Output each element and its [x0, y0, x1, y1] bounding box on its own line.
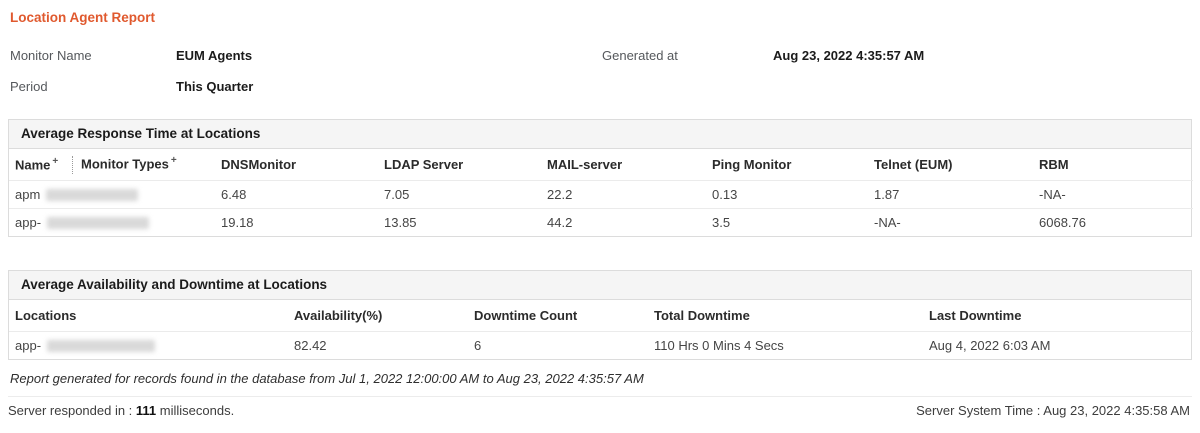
telnet-eum-value: -NA-: [866, 207, 1031, 236]
footer: Server responded in : 111 milliseconds. …: [8, 403, 1190, 418]
column-header-locations: Locations: [15, 307, 77, 323]
response-time-header-row: Name + Monitor Types + DNSMonitor LDAP Ser…: [9, 149, 1193, 180]
mail-server-value: 22.2: [539, 179, 704, 208]
generation-note: Report generated for records found in th…: [10, 371, 644, 386]
dnsmonitor-value: 19.18: [213, 207, 376, 236]
column-header-dnsmonitor: DNSMonitor: [221, 156, 297, 172]
ldap-server-value: 13.85: [376, 207, 539, 236]
table-row: app- 19.18 13.85 44.2 3.5 -NA- 6068.76: [9, 207, 1193, 236]
monitor-name-cell: app-: [9, 207, 213, 236]
response-time-table-card: Average Response Time at Locations Name +…: [8, 119, 1193, 237]
column-header-rbm: RBM: [1039, 156, 1069, 172]
generated-at-label: Generated at: [602, 48, 678, 63]
server-system-time: Server System Time : Aug 23, 2022 4:35:5…: [916, 403, 1190, 418]
meta-row-1: Monitor Name EUM Agents Generated at Aug…: [8, 40, 1192, 71]
table-row: app- 82.42 6 110 Hrs 0 Mins 4 Secs Aug 4…: [9, 330, 1193, 359]
column-header-monitor-types[interactable]: Monitor Types +: [64, 149, 213, 180]
table-row: apm 6.48 7.05 22.2 0.13 1.87 -NA-: [9, 179, 1193, 208]
last-downtime-value: Aug 4, 2022 6:03 AM: [921, 330, 1193, 359]
ping-monitor-value: 0.13: [704, 179, 866, 208]
availability-table-title: Average Availability and Downtime at Loc…: [9, 271, 1191, 300]
column-header-name[interactable]: Name +: [15, 156, 59, 173]
redacted-name: [46, 189, 139, 202]
sort-ascending-icon[interactable]: +: [52, 156, 59, 168]
dnsmonitor-value: 6.48: [213, 179, 376, 208]
downtime-count-value: 6: [466, 330, 646, 359]
period-value: This Quarter: [176, 79, 254, 94]
availability-table: Locations Availability(%) Downtime Count…: [9, 300, 1193, 359]
redacted-name: [47, 217, 150, 230]
column-header-ping-monitor: Ping Monitor: [712, 156, 792, 172]
rbm-value: -NA-: [1031, 179, 1193, 208]
location-name-cell: app-: [9, 330, 286, 359]
page-title: Location Agent Report: [10, 10, 155, 25]
server-responded-text: Server responded in : 111 milliseconds.: [8, 403, 235, 418]
response-time-table: Name + Monitor Types + DNSMonitor LDAP Ser…: [9, 149, 1193, 236]
monitor-name-value: EUM Agents: [176, 48, 253, 63]
meta-row-2: Period This Quarter: [8, 71, 1192, 102]
column-header-availability: Availability(%): [294, 307, 383, 323]
report-meta: Monitor Name EUM Agents Generated at Aug…: [8, 40, 1192, 102]
total-downtime-value: 110 Hrs 0 Mins 4 Secs: [646, 330, 921, 359]
ldap-server-value: 7.05: [376, 179, 539, 208]
response-ms-value: 111: [135, 403, 157, 418]
column-header-telnet-eum: Telnet (EUM): [874, 156, 953, 172]
column-header-last-downtime: Last Downtime: [929, 307, 1022, 323]
column-header-downtime-count: Downtime Count: [474, 307, 578, 323]
rbm-value: 6068.76: [1031, 207, 1193, 236]
monitor-name-cell: apm: [9, 179, 213, 208]
period-label: Period: [10, 79, 48, 94]
column-header-total-downtime: Total Downtime: [654, 307, 750, 323]
redacted-name: [47, 340, 156, 353]
footer-divider: [8, 396, 1192, 397]
response-time-table-title: Average Response Time at Locations: [9, 120, 1191, 149]
ping-monitor-value: 3.5: [704, 207, 866, 236]
report-page: Location Agent Report Monitor Name EUM A…: [8, 10, 1193, 397]
sort-ascending-icon[interactable]: +: [170, 154, 177, 166]
availability-value: 82.42: [286, 330, 466, 359]
availability-table-card: Average Availability and Downtime at Loc…: [8, 270, 1193, 360]
telnet-eum-value: 1.87: [866, 179, 1031, 208]
availability-header-row: Locations Availability(%) Downtime Count…: [9, 300, 1193, 331]
column-header-mail-server: MAIL-server: [547, 156, 623, 172]
column-divider: [72, 155, 73, 174]
generated-at-value: Aug 23, 2022 4:35:57 AM: [773, 48, 925, 63]
monitor-name-label: Monitor Name: [10, 48, 92, 63]
column-header-ldap-server: LDAP Server: [384, 156, 464, 172]
mail-server-value: 44.2: [539, 207, 704, 236]
